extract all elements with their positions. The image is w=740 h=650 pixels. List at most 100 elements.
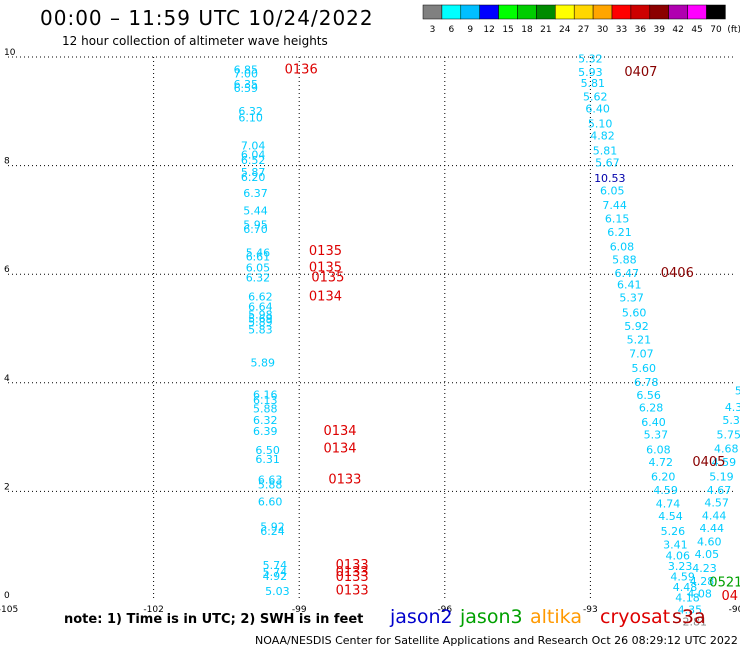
wave-height-point: 4.57	[704, 497, 729, 510]
wave-height-point: 6.52	[241, 154, 266, 167]
wave-height-point: 4.18	[675, 592, 700, 605]
wave-height-point: 6.63	[258, 473, 283, 486]
wave-height-point: 4.59	[670, 570, 695, 583]
wave-height-point: 6.10	[238, 112, 263, 125]
time-label: 0133	[336, 570, 369, 585]
wave-height-point: 6.59	[234, 82, 259, 95]
wave-height-point: 6.13	[253, 394, 278, 407]
legend-jason2: jason2	[390, 606, 453, 628]
scale-label: 9	[467, 25, 473, 35]
wave-height-point: 4.08	[687, 587, 712, 600]
y-tick-label: 2	[4, 482, 10, 492]
wave-height-point: 6.20	[651, 471, 676, 484]
time-label: 04	[721, 589, 738, 604]
time-label: 0133	[336, 584, 369, 599]
wave-height-point: 2.81	[682, 616, 707, 629]
wave-height-point: 6.24	[260, 525, 285, 538]
time-label: 0133	[336, 565, 369, 580]
wave-height-point: 4.28	[690, 575, 715, 588]
wave-height-point: 4.74	[656, 498, 681, 511]
wave-height-point: 5.37	[644, 429, 669, 442]
wave-height-point: 6.39	[253, 425, 278, 438]
wave-height-point: 3.41	[663, 538, 688, 551]
scale-label: 15	[502, 25, 513, 35]
wave-height-point: 4.82	[590, 130, 615, 143]
scale-label: 6	[448, 25, 454, 35]
wave-height-point: 6.62	[248, 290, 273, 303]
wave-height-point: 5.69	[248, 313, 273, 326]
wave-height-point: 5.88	[253, 403, 278, 416]
wave-height-point: 10.53	[594, 172, 626, 185]
time-label: 0134	[323, 424, 356, 439]
legend-altika: altika	[530, 606, 582, 628]
y-tick-label: 8	[4, 157, 10, 167]
wave-height-point: 4.59	[712, 456, 737, 469]
wave-height-point: 6.32	[238, 105, 263, 118]
wave-height-point: 5.67	[595, 157, 620, 170]
wave-height-point: 4.59	[653, 484, 678, 497]
wave-height-point: 6.41	[617, 278, 642, 291]
scale-label: 45	[691, 25, 702, 35]
wave-height-point: 5.19	[709, 471, 734, 484]
wave-height-point: 6.56	[636, 389, 661, 402]
wave-height-point: 6.35	[234, 78, 259, 91]
wave-height-point: 5.88	[612, 253, 637, 266]
y-tick-label: 0	[4, 591, 10, 601]
wave-height-point: 6.04	[241, 149, 266, 162]
wave-height-point: 6.32	[253, 414, 278, 427]
legend-jason3: jason3	[460, 606, 523, 628]
wave-height-point: 6.61	[246, 251, 271, 264]
wave-height-point: 5.92	[624, 320, 649, 333]
wave-height-point: 4.67	[707, 484, 732, 497]
wave-height-point: 5.92	[260, 520, 285, 533]
wave-height-point: 5.95	[243, 219, 268, 232]
footer-note: note: 1) Time is in UTC; 2) SWH is in fe…	[64, 612, 364, 627]
wave-height-point: 6.70	[243, 223, 268, 236]
wave-height-point: 5.3	[722, 414, 740, 427]
wave-height-point: 6.40	[641, 416, 666, 429]
wave-height-point: 6.60	[258, 496, 283, 509]
wave-height-point: 5.87	[241, 166, 266, 179]
wave-height-point: 4.35	[678, 604, 703, 617]
wave-height-point: 6.05	[600, 184, 625, 197]
scale-label: 39	[654, 25, 666, 35]
time-label: 0407	[624, 65, 657, 80]
wave-height-point: 6.64	[248, 301, 273, 314]
wave-height-point: 4.44	[699, 522, 724, 535]
wave-height-point: 5.32	[578, 52, 603, 65]
wave-height-point: 4.68	[714, 442, 739, 455]
wave-height-point: 6.40	[585, 102, 610, 115]
y-tick-label: 4	[4, 374, 10, 384]
wave-height-point: 3.23	[668, 560, 693, 573]
wave-height-point: 5.81	[593, 145, 618, 158]
wave-height-point: 5.03	[265, 585, 290, 598]
x-tick-label: -93	[583, 605, 598, 615]
wave-height-point: 5.46	[246, 246, 271, 259]
legend-s3a: s3a	[672, 606, 706, 628]
scale-label: 70	[710, 25, 722, 35]
scale-label: 24	[559, 25, 571, 35]
wave-height-point: 6.32	[246, 271, 271, 284]
wave-height-point: 5.60	[632, 362, 657, 375]
time-label: 0406	[661, 266, 694, 281]
wave-height-point: 6.28	[639, 402, 664, 415]
wave-height-point: 5.89	[248, 316, 273, 329]
chart-title: 00:00 – 11:59 UTC 10/24/2022	[40, 6, 374, 30]
wave-height-point: 4.05	[695, 548, 720, 561]
scale-unit: (ft)	[727, 25, 740, 35]
wave-height-point: 5.89	[251, 357, 276, 370]
scale-label: 42	[672, 25, 683, 35]
scale-label: 3	[430, 25, 436, 35]
scale-label: 27	[578, 25, 589, 35]
color-scale-legend: 3 6 9 12 15 18 21 24 27 30 33 36 39 42 45 70 (ft)	[422, 4, 740, 35]
time-label: 0521	[709, 575, 740, 590]
wave-height-point: 4.60	[697, 536, 722, 549]
x-tick-label: -99	[292, 605, 307, 615]
time-label: 0134	[309, 289, 342, 304]
x-tick-label: -90	[729, 605, 740, 615]
legend-cryosat: cryosat	[600, 606, 671, 628]
wave-height-point: 6.31	[255, 453, 280, 466]
scale-label: 33	[616, 25, 627, 35]
wave-height-point: 5	[735, 385, 740, 398]
time-label: 0135	[309, 260, 342, 275]
